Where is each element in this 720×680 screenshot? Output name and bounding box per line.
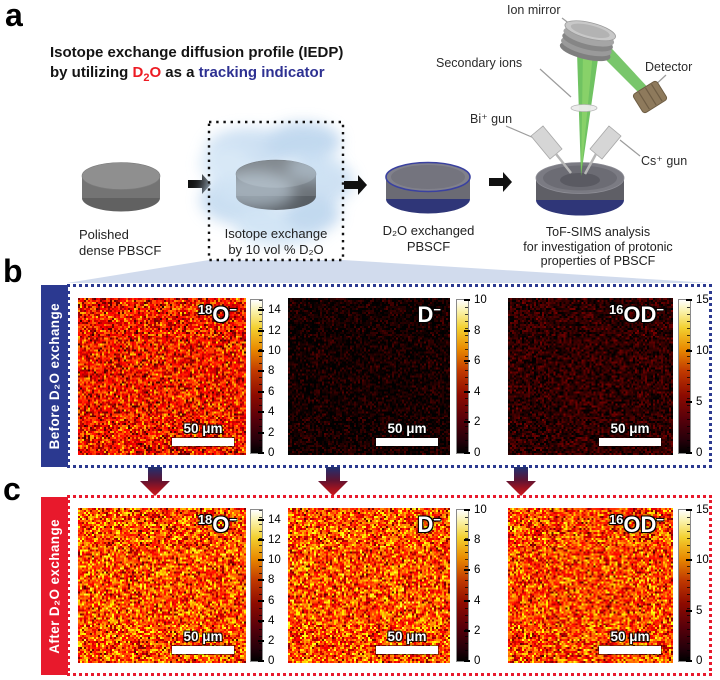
panel-b-sidebar: Before D₂O exchange xyxy=(41,285,68,467)
down-arrow-1 xyxy=(140,467,170,496)
species-label-b-18o: 18O− xyxy=(197,302,237,327)
sample-dish xyxy=(535,162,625,216)
scale-bar-b2: 50 μm xyxy=(376,421,438,446)
scale-bar-line xyxy=(172,646,234,654)
title-line2-mid: as a xyxy=(161,64,199,81)
sims-map-c-d: D− 50 μm xyxy=(288,508,450,663)
tracking-indicator-text: tracking indicator xyxy=(198,64,325,81)
panel-c-frame xyxy=(67,495,712,676)
workflow-arrow-3 xyxy=(489,172,512,192)
colorbar-b-d: 0 2 4 6 8 10 xyxy=(456,294,487,459)
down-arrow-2 xyxy=(318,467,348,496)
polished-pbscf-disk xyxy=(81,162,161,212)
sims-map-c-d-canvas xyxy=(288,508,450,663)
isotope-exchange-box xyxy=(200,120,354,262)
tof-sims-apparatus xyxy=(505,17,668,216)
bi-gun-label: Bi⁺ gun xyxy=(470,112,513,126)
d2o-exchanged-disk xyxy=(385,161,471,214)
ion-mirror-stack xyxy=(559,20,616,62)
panel-c-letter: c xyxy=(3,471,21,507)
workflow-arrow-2 xyxy=(344,175,367,195)
figure-title: Isotope exchange diffusion profile (IEDP… xyxy=(50,43,343,88)
scale-bar-c3: 50 μm xyxy=(599,629,661,654)
title-line2-pre: by utilizing xyxy=(50,64,133,81)
panel-b-frame xyxy=(67,284,712,468)
sims-map-c-16od-canvas xyxy=(508,508,673,663)
detector-unit xyxy=(632,80,668,114)
b-to-c-arrows xyxy=(140,467,536,496)
detector-label: Detector xyxy=(645,60,693,74)
sims-map-c-18o-canvas xyxy=(78,508,246,663)
funnel-shape xyxy=(67,260,712,283)
scale-bar-c2: 50 μm xyxy=(376,629,438,654)
cs-gun-shape xyxy=(583,125,622,175)
species-label-b-d: D− xyxy=(417,302,441,327)
sims-map-b-d: D− 50 μm xyxy=(288,298,450,455)
title-line2: by utilizing D2O as a tracking indicator xyxy=(50,63,343,88)
sims-map-b-18o: 18O− 50 μm xyxy=(78,298,246,455)
scale-bar-b1: 50 μm xyxy=(172,421,234,446)
step2-caption: Isotope exchange by 10 vol % D₂O xyxy=(224,226,328,257)
d2o-vapor-overlay xyxy=(215,153,343,209)
colorbar-c-18o: 0 2 4 6 8 10 12 14 xyxy=(250,509,281,667)
colorbar-c-16od: 0 5 10 15 xyxy=(678,504,709,667)
scale-bar-line xyxy=(376,438,438,446)
panel-b-letter: b xyxy=(3,253,23,289)
step4-caption: ToF-SIMS analysis for investigation of p… xyxy=(523,225,673,268)
cs-gun-label: Cs⁺ gun xyxy=(641,154,688,168)
sims-map-c-18o: 18O− 50 μm xyxy=(78,508,246,663)
scale-bar-line xyxy=(376,646,438,654)
panel-b-side-label: Before D₂O exchange xyxy=(47,302,62,450)
species-label-c-d: D− xyxy=(417,512,441,537)
scale-bar-line xyxy=(599,438,661,446)
sims-map-c-16od: 16OD− 50 μm xyxy=(508,508,673,663)
step1-caption: Polished dense PBSCF xyxy=(79,227,162,258)
colorbar-c-d: 0 2 4 6 8 10 xyxy=(456,504,487,667)
workflow-schematic xyxy=(67,17,712,283)
d2o-red-text: D2O xyxy=(132,64,162,84)
pointer-lines xyxy=(505,17,667,157)
sims-map-b-18o-canvas xyxy=(78,298,246,455)
species-label-c-16od: 16OD− xyxy=(608,512,664,537)
scale-bar-line xyxy=(172,438,234,446)
secondary-ions-label: Secondary ions xyxy=(436,56,523,70)
scale-bar-c1: 50 μm xyxy=(172,629,234,654)
sims-map-b-d-canvas xyxy=(288,298,450,455)
species-label-c-18o: 18O− xyxy=(197,512,237,537)
panel-c-side-label: After D₂O exchange xyxy=(47,518,62,654)
title-line1: Isotope exchange diffusion profile (IEDP… xyxy=(50,44,344,61)
beam-lens xyxy=(570,104,598,112)
bi-gun-shape xyxy=(530,125,572,174)
ion-mirror-label: Ion mirror xyxy=(507,3,561,17)
dotted-highlight-box xyxy=(207,120,345,262)
scale-bar-b3: 50 μm xyxy=(599,421,661,446)
species-label-b-16od: 16OD− xyxy=(608,302,664,327)
colorbar-b-16od: 0 5 10 15 xyxy=(678,294,709,459)
scale-bar-line xyxy=(599,646,661,654)
step3-caption: D₂O exchanged PBSCF xyxy=(382,223,475,254)
panel-a-letter: a xyxy=(5,0,23,33)
sims-map-b-16od: 16OD− 50 μm xyxy=(508,298,673,455)
down-arrow-3 xyxy=(506,467,536,496)
colorbar-b-18o: 0 2 4 6 8 10 12 14 xyxy=(250,299,281,459)
sims-map-b-16od-canvas xyxy=(508,298,673,455)
panel-c-sidebar: After D₂O exchange xyxy=(41,497,68,675)
